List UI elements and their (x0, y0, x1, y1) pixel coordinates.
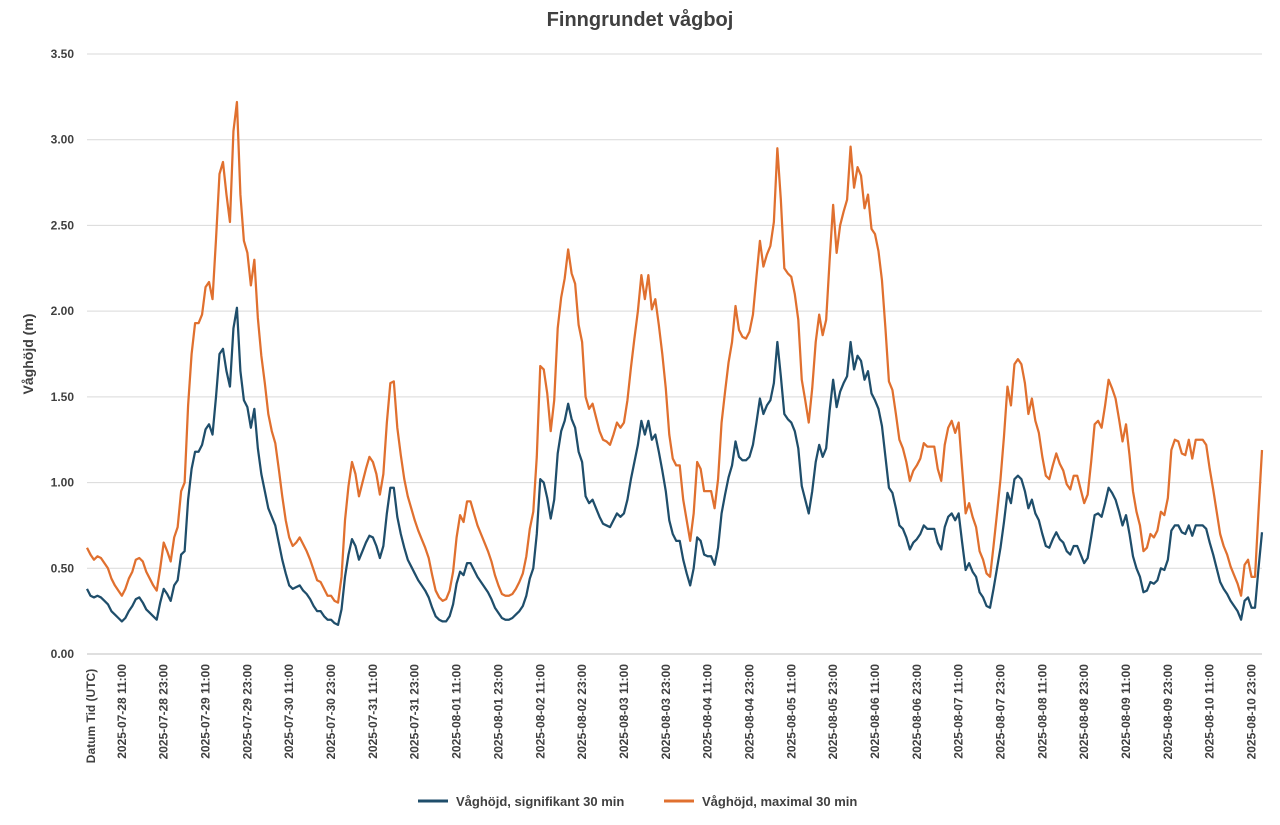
y-tick-label: 0.50 (51, 561, 75, 575)
y-tick-label: 2.50 (51, 218, 75, 232)
legend-label-significant: Våghöjd, signifikant 30 min (456, 794, 624, 809)
y-tick-label: 2.00 (51, 304, 75, 318)
x-tick-label: 2025-08-10 11:00 (1203, 664, 1217, 759)
x-tick-label: 2025-08-04 11:00 (701, 664, 715, 759)
legend-label-maximal: Våghöjd, maximal 30 min (702, 794, 857, 809)
series-line-significant (85, 306, 1264, 626)
y-axis-ticks: 0.00 0.50 1.00 1.50 2.00 2.50 3.00 3.50 (51, 47, 75, 661)
x-tick-label: 2025-08-03 11:00 (617, 664, 631, 759)
x-tick-label: 2025-08-06 11:00 (868, 664, 882, 759)
x-tick-label: 2025-08-10 23:00 (1245, 664, 1259, 760)
y-tick-label: 0.00 (51, 647, 75, 661)
x-tick-label: 2025-08-03 23:00 (659, 664, 673, 760)
x-tick-label: 2025-07-30 23:00 (324, 664, 338, 760)
x-tick-label: 2025-07-29 23:00 (240, 664, 254, 760)
x-tick-label: 2025-07-29 11:00 (199, 664, 213, 759)
x-axis-ticks: 2025-07-28 11:00 2025-07-28 23:00 2025-07-… (115, 664, 1259, 760)
x-tick-label: 2025-08-06 23:00 (910, 664, 924, 760)
x-tick-label: 2025-08-09 23:00 (1161, 664, 1175, 760)
x-tick-label: 2025-08-09 11:00 (1119, 664, 1133, 759)
y-tick-label: 1.50 (51, 390, 75, 404)
series-lines (85, 100, 1264, 626)
x-tick-label: 2025-08-08 11:00 (1035, 664, 1049, 759)
x-axis-label: Datum Tid (UTC) (84, 669, 98, 763)
y-tick-label: 3.00 (51, 133, 75, 147)
x-tick-label: 2025-07-31 23:00 (408, 664, 422, 760)
x-tick-label: 2025-08-02 23:00 (575, 664, 589, 760)
x-tick-label: 2025-07-31 11:00 (366, 664, 380, 759)
chart-title: Finngrundet vågboj (547, 8, 734, 31)
x-tick-label: 2025-07-28 11:00 (115, 664, 129, 759)
x-tick-label: 2025-08-07 23:00 (994, 664, 1008, 760)
x-tick-label: 2025-08-02 11:00 (533, 664, 547, 759)
x-tick-label: 2025-08-07 11:00 (952, 664, 966, 759)
x-tick-label: 2025-08-04 23:00 (742, 664, 756, 760)
x-tick-label: 2025-08-01 11:00 (450, 664, 464, 759)
x-tick-label: 2025-07-30 11:00 (282, 664, 296, 759)
legend: Våghöjd, signifikant 30 min Våghöjd, max… (418, 794, 857, 809)
x-tick-label: 2025-08-05 23:00 (826, 664, 840, 760)
x-tick-label: 2025-08-08 23:00 (1077, 664, 1091, 760)
y-tick-label: 1.00 (51, 476, 75, 490)
x-tick-label: 2025-08-01 23:00 (491, 664, 505, 760)
series-line-maximal (85, 100, 1264, 604)
y-tick-label: 3.50 (51, 47, 75, 61)
gridlines (87, 53, 1262, 655)
x-tick-label: 2025-08-05 11:00 (784, 664, 798, 759)
x-tick-label: 2025-07-28 23:00 (157, 664, 171, 760)
y-axis-label: Våghöjd (m) (20, 314, 36, 395)
